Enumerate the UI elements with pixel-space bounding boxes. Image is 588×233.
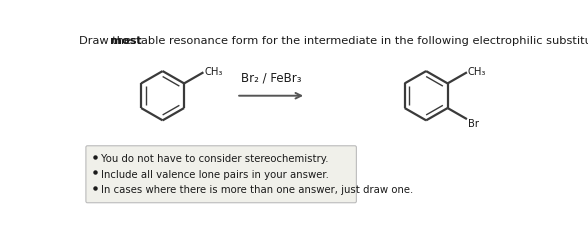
Text: Include all valence lone pairs in your answer.: Include all valence lone pairs in your a… [101,170,329,180]
Text: most: most [110,36,142,46]
Text: You do not have to consider stereochemistry.: You do not have to consider stereochemis… [101,154,329,164]
Text: Draw the: Draw the [79,36,135,46]
FancyBboxPatch shape [86,146,356,203]
Text: stable resonance form for the intermediate in the following electrophilic substi: stable resonance form for the intermedia… [127,36,588,46]
Text: CH₃: CH₃ [467,67,486,77]
Text: Br₂ / FeBr₃: Br₂ / FeBr₃ [241,72,302,85]
Text: Br: Br [467,119,479,129]
Text: In cases where there is more than one answer, just draw one.: In cases where there is more than one an… [101,185,413,195]
Text: CH₃: CH₃ [204,67,223,77]
